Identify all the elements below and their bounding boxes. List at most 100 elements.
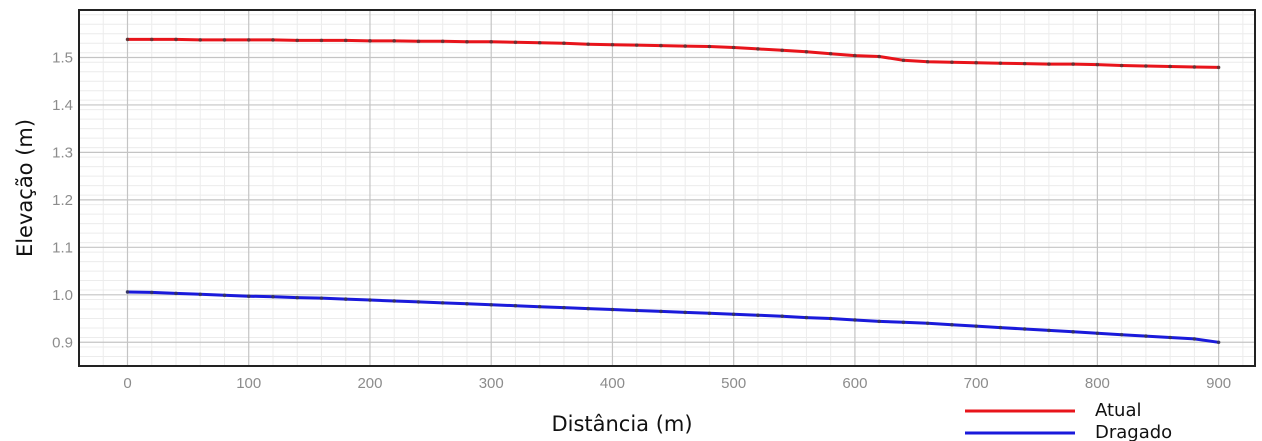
data-point-atual — [1168, 64, 1172, 69]
data-point-dragado — [780, 314, 784, 318]
data-point-dragado — [392, 299, 397, 303]
data-point-atual — [440, 39, 445, 44]
data-point-atual — [659, 43, 663, 48]
data-point-atual — [465, 40, 469, 44]
data-point-dragado — [586, 306, 590, 311]
x-tick-label: 500 — [721, 375, 746, 392]
data-point-dragado — [1168, 335, 1172, 340]
data-point-atual — [368, 39, 372, 43]
data-point-dragado — [125, 290, 130, 294]
legend-label-dragado: Dragado — [1095, 422, 1172, 441]
series-layer — [125, 37, 1221, 345]
legend-label-atual: Atual — [1095, 400, 1142, 421]
data-point-atual — [489, 40, 494, 44]
data-point-atual — [416, 39, 421, 44]
x-tick-labels: 0 100 200 300 400 500 600 700 800 900 — [123, 375, 1231, 392]
data-point-dragado — [440, 301, 445, 305]
data-point-atual — [343, 38, 348, 43]
data-point-atual — [828, 51, 833, 56]
data-point-atual — [756, 47, 760, 51]
x-axis-title: Distância (m) — [551, 412, 692, 436]
data-point-dragado — [901, 320, 906, 325]
data-point-atual — [950, 60, 954, 65]
data-point-atual — [1119, 63, 1124, 68]
data-point-dragado — [149, 290, 154, 295]
data-point-dragado — [174, 291, 178, 296]
data-point-dragado — [683, 310, 687, 315]
data-point-dragado — [974, 324, 978, 328]
data-point-dragado — [828, 316, 833, 321]
data-point-atual — [562, 41, 566, 46]
data-point-atual — [804, 49, 809, 54]
data-point-atual — [683, 44, 687, 48]
data-point-atual — [125, 37, 130, 42]
x-tick-label: 200 — [357, 375, 382, 392]
data-point-atual — [1192, 65, 1197, 69]
data-point-dragado — [925, 321, 930, 326]
data-point-atual — [1022, 61, 1027, 66]
x-tick-label: 800 — [1085, 375, 1110, 392]
data-point-dragado — [562, 305, 566, 310]
data-point-dragado — [1022, 327, 1027, 331]
minor-grid — [78, 10, 1255, 367]
data-point-dragado — [271, 294, 275, 299]
data-point-dragado — [1119, 332, 1124, 337]
data-point-dragado — [1047, 328, 1051, 333]
data-point-dragado — [319, 296, 324, 300]
data-point-dragado — [731, 312, 736, 317]
data-point-atual — [877, 54, 881, 59]
data-point-dragado — [877, 319, 881, 324]
series-line-atual — [126, 37, 1221, 69]
y-tick-label: 1.0 — [52, 287, 73, 304]
data-point-atual — [1047, 62, 1051, 66]
y-axis-title: Elevação (m) — [13, 119, 37, 257]
plot-area-background — [79, 10, 1255, 366]
data-point-dragado — [368, 298, 372, 302]
data-point-atual — [198, 38, 203, 42]
data-point-dragado — [537, 304, 542, 309]
data-point-dragado — [1192, 337, 1197, 341]
y-tick-label: 1.1 — [52, 239, 73, 256]
data-point-dragado — [198, 292, 203, 297]
x-tick-label: 0 — [123, 375, 131, 392]
x-tick-label: 900 — [1206, 375, 1231, 392]
data-point-atual — [1144, 64, 1148, 68]
data-point-dragado — [465, 302, 469, 306]
data-point-atual — [586, 42, 590, 46]
data-point-atual — [901, 58, 906, 63]
data-point-atual — [1095, 62, 1100, 67]
data-point-atual — [222, 38, 227, 42]
data-point-dragado — [246, 294, 251, 299]
plot-area-frame — [78, 9, 1256, 367]
data-point-dragado — [1095, 331, 1100, 336]
data-point-atual — [271, 38, 275, 42]
y-tick-label: 1.4 — [52, 97, 73, 114]
legend: Atual Dragado — [965, 400, 1172, 441]
data-point-atual — [392, 39, 397, 43]
data-point-atual — [707, 44, 712, 49]
data-point-atual — [319, 38, 324, 43]
data-point-dragado — [295, 295, 300, 300]
data-point-atual — [513, 40, 518, 45]
data-point-dragado — [489, 302, 494, 307]
data-point-atual — [780, 48, 784, 53]
data-point-dragado — [804, 315, 809, 320]
data-point-dragado — [659, 309, 663, 314]
major-grid — [79, 10, 1255, 366]
y-tick-label: 1.2 — [52, 192, 73, 209]
data-point-dragado — [513, 303, 518, 308]
data-point-dragado — [950, 322, 954, 327]
x-tick-label: 300 — [479, 375, 504, 392]
y-tick-labels: 0.9 1.0 1.1 1.2 1.3 1.4 1.5 — [52, 49, 73, 351]
y-tick-label: 1.5 — [52, 49, 73, 66]
data-point-dragado — [853, 318, 857, 322]
x-tick-label: 100 — [236, 375, 261, 392]
data-point-dragado — [1216, 340, 1221, 345]
data-point-atual — [974, 60, 978, 65]
x-tick-label: 600 — [842, 375, 867, 392]
data-point-dragado — [610, 307, 615, 312]
data-point-dragado — [998, 325, 1003, 330]
data-point-dragado — [1071, 330, 1075, 334]
data-point-dragado — [756, 313, 760, 318]
